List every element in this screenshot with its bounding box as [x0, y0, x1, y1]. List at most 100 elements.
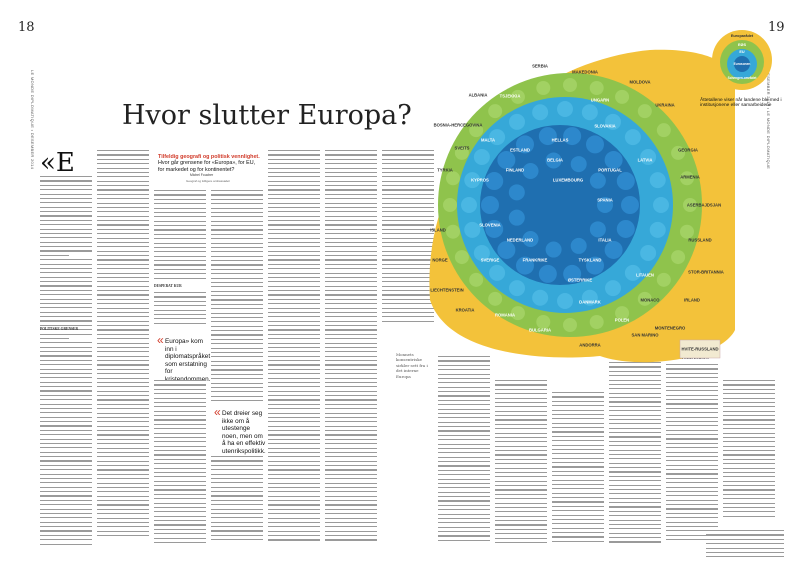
- crosshead-1: POLITISKE GRENSER: [40, 327, 79, 331]
- country-label: ARMENIA: [680, 174, 700, 180]
- member-marker: [545, 241, 562, 258]
- member-marker: [454, 250, 469, 265]
- footnotes: [706, 530, 786, 560]
- country-label: HVITE-RUSSLAND: [681, 346, 719, 352]
- member-marker: [563, 78, 577, 92]
- member-marker: [589, 314, 604, 329]
- member-marker: [616, 172, 635, 191]
- pull-quote-2-text: Det dreier seg ikke om å utestenge noen,…: [222, 410, 266, 455]
- member-marker: [624, 129, 641, 146]
- country-label: LIECHTENSTEIN: [430, 287, 464, 293]
- member-marker: [621, 196, 639, 214]
- member-marker: [649, 221, 666, 238]
- member-marker: [605, 280, 621, 297]
- country-label: KROATIA: [455, 307, 475, 313]
- body-column-3b: [154, 292, 206, 326]
- country-label: MAKEDONIA: [572, 69, 598, 75]
- body-column-10: [552, 392, 604, 546]
- dropcap: «E: [40, 148, 75, 178]
- body-column-13: [723, 380, 775, 520]
- member-marker: [461, 197, 477, 213]
- country-label: SLOVAKIA: [594, 123, 616, 129]
- member-marker: [557, 101, 573, 117]
- page-number-left: 18: [18, 20, 35, 35]
- country-label: SPANIA: [597, 197, 613, 203]
- crosshead-3: ET EUROPEISK EUROPA: [666, 356, 709, 360]
- member-marker: [589, 172, 606, 189]
- map-caption: Monnets konsentriske sirkler sett fra i …: [396, 352, 428, 379]
- member-marker: [489, 264, 506, 281]
- country-label: SVERIGE: [480, 257, 500, 263]
- crosshead-2: DESPERAT KUR: [154, 284, 182, 288]
- pull-quote-1: « Europa» kom inn i diplomatspråket som …: [157, 334, 211, 384]
- body-column-3: [154, 190, 206, 284]
- country-label: UKRAINA: [655, 102, 675, 108]
- body-column-1: [40, 176, 92, 546]
- country-label: FINLAND: [505, 167, 525, 173]
- member-marker: [509, 113, 525, 130]
- body-column-5: [268, 150, 320, 546]
- member-marker: [532, 104, 549, 121]
- lede-highlight: Tilfeldig geografi og politisk vennlighe…: [158, 154, 260, 160]
- country-label: IRLAND: [684, 297, 700, 303]
- byline: Michel Foucher: [190, 173, 214, 177]
- quote-mark-icon: «: [214, 405, 221, 419]
- member-marker: [586, 135, 604, 154]
- member-marker: [473, 149, 490, 165]
- member-marker: [616, 219, 635, 238]
- body-column-12: [666, 364, 718, 546]
- country-label: LATVIA: [637, 157, 653, 163]
- member-marker: [570, 237, 587, 254]
- member-marker: [481, 196, 499, 214]
- member-marker: [464, 221, 481, 238]
- country-label: BULGARIA: [528, 327, 552, 333]
- quote-mark-icon: «: [157, 333, 164, 347]
- body-column-8: [438, 356, 490, 546]
- country-label: PORTUGAL: [598, 167, 622, 173]
- body-column-4: [211, 190, 263, 404]
- legend-label-europaradet: Europarådet: [730, 34, 754, 38]
- country-label: TYSKLAND: [578, 257, 602, 263]
- member-marker: [649, 172, 666, 189]
- byline-sub: Geograf og tidligere ambassadør: [186, 179, 230, 183]
- country-label: UNGARN: [590, 97, 610, 103]
- country-label: ROMANIA: [494, 312, 516, 318]
- country-label: LUXEMBOURG: [552, 177, 584, 183]
- country-label: HELLAS: [551, 137, 569, 143]
- legend-text: Åttetallene viser når landene ble med i …: [700, 98, 782, 109]
- country-label: TYRKIA: [437, 167, 453, 173]
- country-label: FRANKRIKE: [522, 257, 548, 263]
- country-label: SERBIA: [532, 63, 548, 69]
- country-label: SAN MARINO: [631, 332, 659, 338]
- country-label: GEORGIA: [678, 147, 698, 153]
- lede: Tilfeldig geografi og politisk vennlighe…: [158, 154, 262, 173]
- member-marker: [570, 156, 587, 173]
- member-marker: [497, 151, 516, 170]
- eu-ring: [457, 97, 673, 313]
- member-marker: [656, 272, 671, 287]
- country-label: KYPROS: [471, 177, 489, 183]
- pull-quote-2: « Det dreier seg ikke om å utestenge noe…: [214, 406, 266, 456]
- lede-text: Hvor går grensene for «Europa», for EU, …: [158, 160, 256, 173]
- member-marker: [508, 209, 525, 226]
- country-label: ØSTERRIKE: [567, 277, 593, 283]
- member-marker: [589, 81, 604, 96]
- member-marker: [637, 104, 652, 119]
- member-marker: [446, 171, 461, 186]
- country-label: ASERBAJDSJAN: [686, 202, 722, 208]
- member-marker: [509, 280, 525, 297]
- pull-quote-1-text: Europa» kom inn i diplomatspråket som er…: [165, 338, 211, 383]
- member-marker: [557, 293, 573, 309]
- country-label: TSJEKKIA: [499, 93, 521, 99]
- member-marker: [532, 289, 549, 306]
- member-marker: [488, 104, 503, 119]
- article-title: Hvor slutter Europa?: [122, 100, 412, 131]
- country-label: DANMARK: [579, 299, 601, 305]
- runhead-left: LE MONDE DIPLOMATIQUE • DESEMBER 2014: [30, 70, 35, 170]
- country-label: SVEITS: [454, 145, 470, 151]
- country-label: MONACO: [640, 297, 660, 303]
- country-label: MALTA: [480, 137, 496, 143]
- member-marker: [488, 291, 503, 306]
- body-column-2: [97, 150, 149, 546]
- member-marker: [656, 123, 671, 138]
